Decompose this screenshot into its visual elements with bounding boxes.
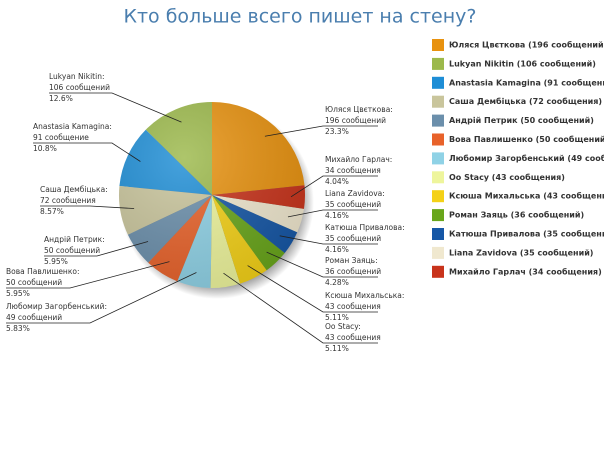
labels: Юляся Цвєткова: 196 сообщений 23.3% Lukyan …	[6, 72, 405, 353]
slice-label-percent: 23.3%	[325, 127, 349, 136]
legend-label: Anastasia Kamagina (91 сообщение)	[449, 77, 604, 87]
legend-swatch	[432, 246, 444, 259]
legend-swatch	[432, 95, 444, 108]
slice-label-count: 196 сообщений	[325, 116, 386, 125]
slice-label-count: 35 сообщений	[325, 200, 381, 209]
leader-line	[264, 125, 378, 137]
slice-label-count: 35 сообщений	[325, 234, 381, 243]
slice-label-name: Юляся Цвєткова:	[325, 105, 393, 114]
leader-line	[279, 235, 378, 245]
legend-label: Lukyan Nikitin (106 сообщений)	[449, 58, 596, 68]
slice-label-name: Ксюша Михальська:	[325, 291, 404, 300]
leader-line	[287, 209, 378, 218]
slice-label-count: 49 сообщений	[6, 313, 62, 322]
slice-label-percent: 8.57%	[40, 207, 64, 216]
leader-line	[6, 272, 197, 324]
pie	[119, 102, 314, 299]
slice-label-percent: 5.83%	[6, 324, 30, 333]
slice-label-count: 106 сообщений	[49, 83, 110, 92]
legend-label: Юляся Цвєткова (196 сообщений)	[449, 40, 604, 50]
slice-label-percent: 10.8%	[33, 144, 57, 153]
slice-label-name: Вова Павлишенко:	[6, 267, 79, 276]
slice-label-count: 43 сообщения	[325, 302, 381, 311]
slice-label-count: 36 сообщений	[325, 267, 381, 276]
legend-label: Oo Stacy (43 сообщения)	[449, 172, 565, 182]
slice-label-percent: 4.28%	[325, 278, 349, 287]
legend-swatch	[432, 76, 444, 89]
legend-label: Андрій Петрик (50 сообщений)	[449, 115, 594, 125]
legend-swatch	[432, 152, 444, 165]
legend-swatch	[432, 114, 444, 127]
slice-label-percent: 4.16%	[325, 245, 349, 254]
leader-line	[247, 265, 378, 313]
slice-label-count: 34 сообщения	[325, 166, 381, 175]
slice-label-percent: 5.11%	[325, 344, 349, 353]
legend-label: Михайло Гарлач (34 сообщения)	[449, 266, 602, 276]
slice-label-count: 50 сообщений	[44, 246, 100, 255]
slice-label-percent: 5.95%	[6, 289, 30, 298]
leader-line	[266, 251, 378, 278]
legend-label: Саша Дембіцька (72 сообщения)	[449, 96, 602, 106]
slice-label-name: Катюша Привалова:	[325, 223, 405, 232]
slice-label-name: Liana Zavidova:	[325, 189, 385, 198]
legend-swatch	[432, 171, 444, 184]
legend-label: Вова Павлишенко (50 сообщений)	[449, 134, 604, 144]
slice-label-percent: 5.11%	[325, 313, 349, 322]
slice-label-count: 91 сообщение	[33, 133, 89, 142]
slice-label-name: Саша Дембіцька:	[40, 185, 108, 194]
slice-label-percent: 12.6%	[49, 94, 73, 103]
legend-label: Liana Zavidova (35 сообщений)	[449, 247, 593, 257]
slice-label-name: Роман Заяць:	[325, 256, 378, 265]
slice-label-name: Anastasia Kamagina:	[33, 122, 112, 131]
leader-line	[6, 261, 170, 289]
leader-line	[223, 272, 378, 344]
legend-swatch	[432, 57, 444, 70]
legend-swatch	[432, 209, 444, 222]
slice-label-count: 50 сообщений	[6, 278, 62, 287]
legend-swatch	[432, 39, 444, 51]
slice-label-percent: 4.16%	[325, 211, 349, 220]
slice-label-name: Михайло Гарлач:	[325, 155, 392, 164]
legend-label: Любомир Загорбенський (49 сообщен	[449, 153, 604, 163]
legend-swatch	[432, 190, 444, 203]
legend-label: Роман Заяць (36 сообщений)	[449, 210, 584, 220]
pie-shade	[119, 102, 305, 288]
slice-label-name: Lukyan Nikitin:	[49, 72, 104, 81]
leader-line	[44, 241, 149, 257]
legend-label: Катюша Привалова (35 сообщений)	[449, 229, 604, 239]
chart-title: Кто больше всего пишет на стену?	[123, 6, 476, 28]
slice-label-name: Любомир Загорбенський:	[6, 302, 107, 311]
legend-swatch	[432, 133, 444, 146]
slice-label-count: 43 сообщения	[325, 333, 381, 342]
legend-swatch	[432, 265, 444, 278]
slice-label-percent: 4.04%	[325, 177, 349, 186]
slice-label-percent: 5.95%	[44, 257, 68, 266]
leader-line	[290, 175, 378, 198]
leader-line	[33, 142, 141, 162]
legend-label: Ксюша Михальська (43 сообщения)	[449, 191, 604, 201]
slice-label-name: Oo Stacy:	[325, 322, 361, 331]
legend: Юляся Цвєткова (196 сообщений) Lukyan Nik…	[432, 39, 604, 278]
leader-line	[49, 92, 182, 123]
slice-label-count: 72 сообщения	[40, 196, 96, 205]
legend-swatch	[432, 228, 444, 240]
leader-line	[40, 205, 135, 209]
slice-label-name: Андрій Петрик:	[44, 235, 105, 244]
